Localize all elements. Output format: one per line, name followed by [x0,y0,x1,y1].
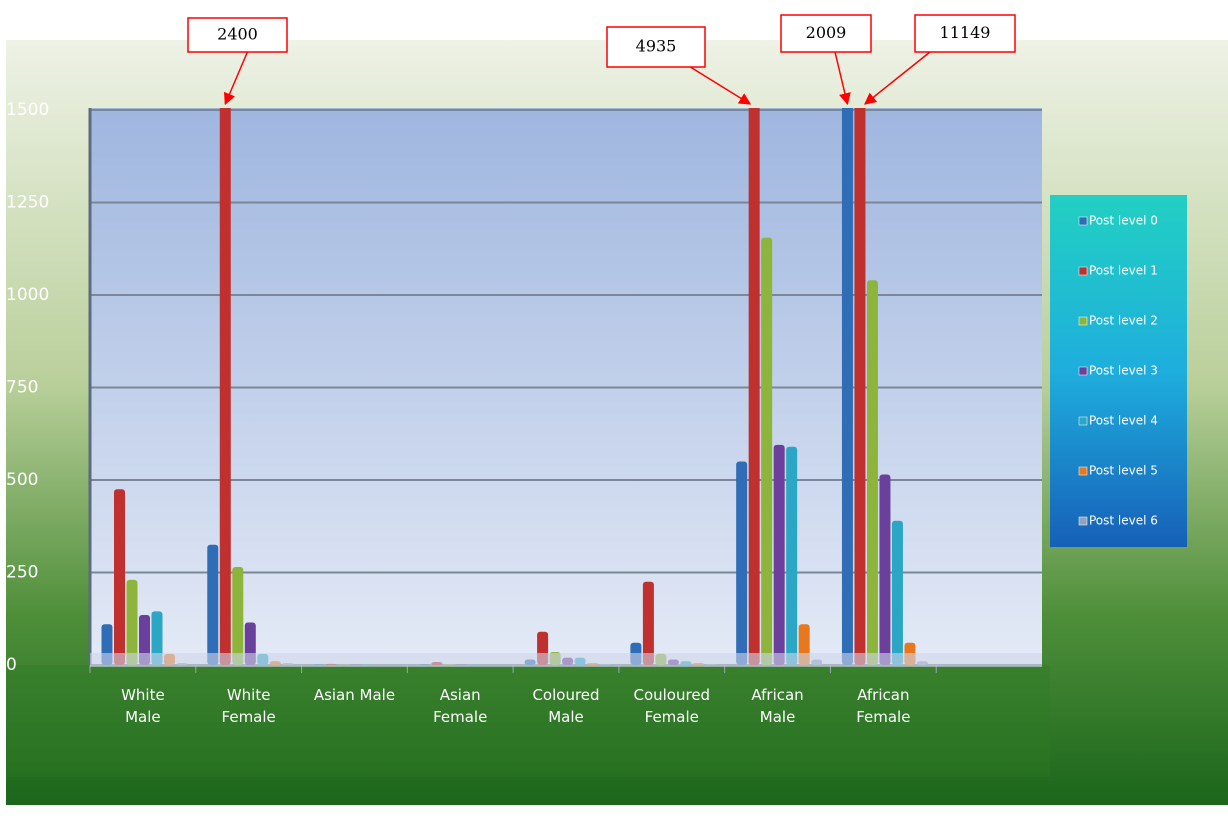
bar [891,520,903,665]
floor-band [6,665,1050,777]
bar [736,461,748,665]
bar [126,579,138,665]
legend-swatch [1078,216,1088,226]
x-tick-label: Asian Female [433,686,487,726]
x-tick-label: Coloured Male [532,686,599,726]
legend-swatch [1078,366,1088,376]
x-tick-label: White Male [121,686,165,726]
y-tick-label: 750 [6,378,38,398]
x-tick-label: White Female [222,686,276,726]
x-tick-label: Asian Male [314,686,395,704]
bar [232,566,244,665]
bar [207,544,219,665]
bar [773,444,785,665]
callout-label: 11149 [940,23,991,42]
y-tick-label: 1250 [6,193,49,213]
legend-label: Post level 1 [1089,264,1158,278]
callout-box [187,17,288,53]
legend-label: Post level 5 [1089,464,1158,478]
bar [854,108,866,665]
callout-box [914,14,1016,53]
callout-label: 4935 [636,37,677,56]
y-tick-label: 250 [6,563,38,583]
callout-label: 2400 [217,25,258,44]
callout-arrow [834,51,851,106]
bar [151,611,163,665]
legend-swatch [1078,516,1088,526]
bar [139,615,150,665]
bar [219,108,231,665]
bar [748,108,760,665]
callout-arrow [689,66,752,105]
callout-label: 2009 [806,23,847,42]
floor [90,653,1042,667]
legend-label: Post level 6 [1089,514,1158,528]
bar [879,474,891,665]
callout-arrow [864,51,931,105]
bar [841,108,853,665]
legend-label: Post level 4 [1089,414,1158,428]
x-tick-label: African Male [751,686,803,726]
labels: 0 250 500 750 1000 1250 1500 White Male White Fema… [6,14,1158,726]
legend-swatch [1078,316,1088,326]
bar [761,237,773,665]
callout-box [606,26,706,68]
legend-label: Post level 2 [1089,314,1158,328]
x-tick-label: Couloured Female [633,686,710,726]
y-tick-label: 0 [6,655,17,675]
grid [88,108,1042,673]
x-tick-label: African Female [856,686,910,726]
y-tick-label: 1500 [6,100,49,120]
bars [101,108,928,665]
bar [114,489,125,665]
legend-label: Post level 0 [1089,214,1158,228]
bar [866,280,878,665]
legend-swatch [1078,416,1088,426]
bar [642,581,654,665]
bar [786,446,798,665]
legend-swatch [1078,266,1088,276]
y-tick-label: 500 [6,470,38,490]
y-tick-label: 1000 [6,285,49,305]
legend-label: Post level 3 [1089,364,1158,378]
callout-arrow [223,51,249,106]
legend-box [1050,195,1187,547]
callout-box [780,14,872,53]
legend-swatch [1078,466,1088,476]
